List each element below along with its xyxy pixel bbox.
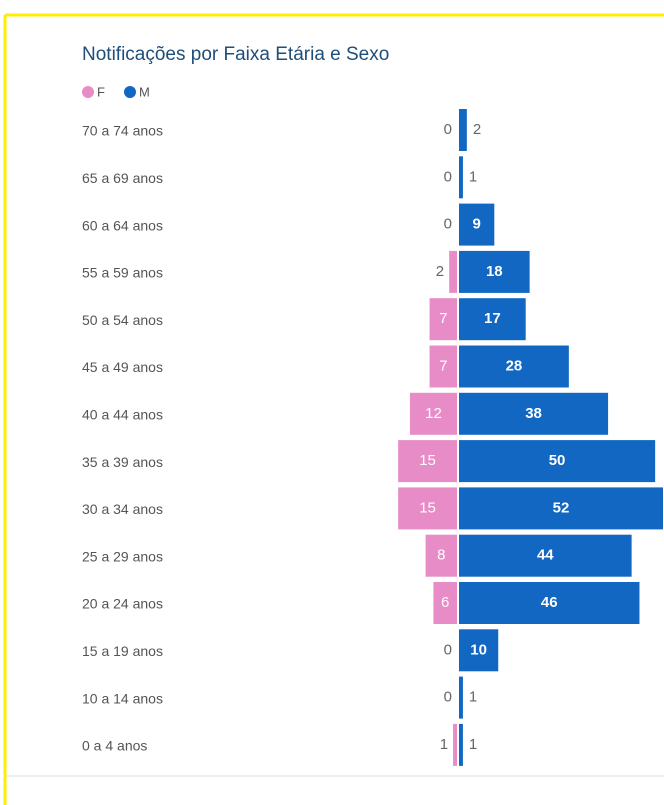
category-label: 65 a 69 anos xyxy=(82,170,163,186)
category-label: 35 a 39 anos xyxy=(82,454,163,470)
value-label: 0 xyxy=(444,689,452,706)
bar xyxy=(459,156,463,199)
value-label: 1 xyxy=(469,689,477,706)
bar xyxy=(459,392,609,435)
category-label: 20 a 24 anos xyxy=(82,596,163,612)
category-label: 10 a 14 anos xyxy=(82,690,163,706)
category-label: 60 a 64 anos xyxy=(82,217,163,233)
bar xyxy=(453,723,457,766)
bar xyxy=(459,676,463,719)
value-label: 12 xyxy=(425,405,442,422)
category-label: 40 a 44 anos xyxy=(82,407,163,423)
bar xyxy=(459,298,526,341)
category-label: 15 a 19 anos xyxy=(82,643,163,659)
value-label: 1 xyxy=(469,168,477,185)
value-label: 6 xyxy=(441,594,449,611)
value-label: 0 xyxy=(444,641,452,658)
category-label: 50 a 54 anos xyxy=(82,312,163,328)
legend-swatch xyxy=(124,86,136,98)
bar xyxy=(459,534,632,577)
bar xyxy=(459,723,463,766)
legend-swatch xyxy=(82,86,94,98)
value-label: 44 xyxy=(537,547,554,564)
value-label: 18 xyxy=(486,263,503,280)
value-label: 8 xyxy=(437,547,445,564)
bar xyxy=(429,298,457,341)
legend-label: F xyxy=(97,84,105,99)
bar xyxy=(425,534,457,577)
category-label: 55 a 59 anos xyxy=(82,265,163,281)
value-label: 28 xyxy=(506,357,523,374)
chart-title: Notificações por Faixa Etária e Sexo xyxy=(82,44,389,65)
value-label: 46 xyxy=(541,594,558,611)
value-label: 15 xyxy=(419,452,436,469)
bar xyxy=(459,440,656,483)
bar xyxy=(459,345,569,388)
bar xyxy=(459,250,530,293)
value-label: 2 xyxy=(436,263,444,280)
value-label: 52 xyxy=(553,499,570,516)
bar xyxy=(459,203,495,246)
value-label: 9 xyxy=(472,216,480,233)
value-label: 38 xyxy=(525,405,542,422)
value-label: 0 xyxy=(444,121,452,138)
value-label: 17 xyxy=(484,310,501,327)
bar xyxy=(433,582,457,624)
value-label: 1 xyxy=(440,736,448,753)
bar xyxy=(459,629,499,672)
category-label: 70 a 74 anos xyxy=(82,123,163,139)
bar xyxy=(459,582,640,624)
category-label: 30 a 34 anos xyxy=(82,501,163,517)
value-label: 15 xyxy=(419,499,436,516)
bar xyxy=(459,487,663,530)
value-label: 10 xyxy=(470,641,487,658)
value-label: 50 xyxy=(549,452,566,469)
value-label: 1 xyxy=(469,736,477,753)
category-label: 25 a 29 anos xyxy=(82,548,163,564)
category-label: 45 a 49 anos xyxy=(82,359,163,375)
value-label: 7 xyxy=(439,357,447,374)
value-label: 0 xyxy=(444,216,452,233)
value-label: 2 xyxy=(473,121,481,138)
bar xyxy=(409,392,457,435)
bar xyxy=(449,250,457,293)
bar xyxy=(398,440,457,483)
legend-label: M xyxy=(139,84,150,99)
bar xyxy=(429,345,457,388)
bar xyxy=(398,487,457,530)
category-label: 0 a 4 anos xyxy=(82,738,147,754)
value-label: 0 xyxy=(444,168,452,185)
bar xyxy=(459,109,467,151)
value-label: 7 xyxy=(439,310,447,327)
